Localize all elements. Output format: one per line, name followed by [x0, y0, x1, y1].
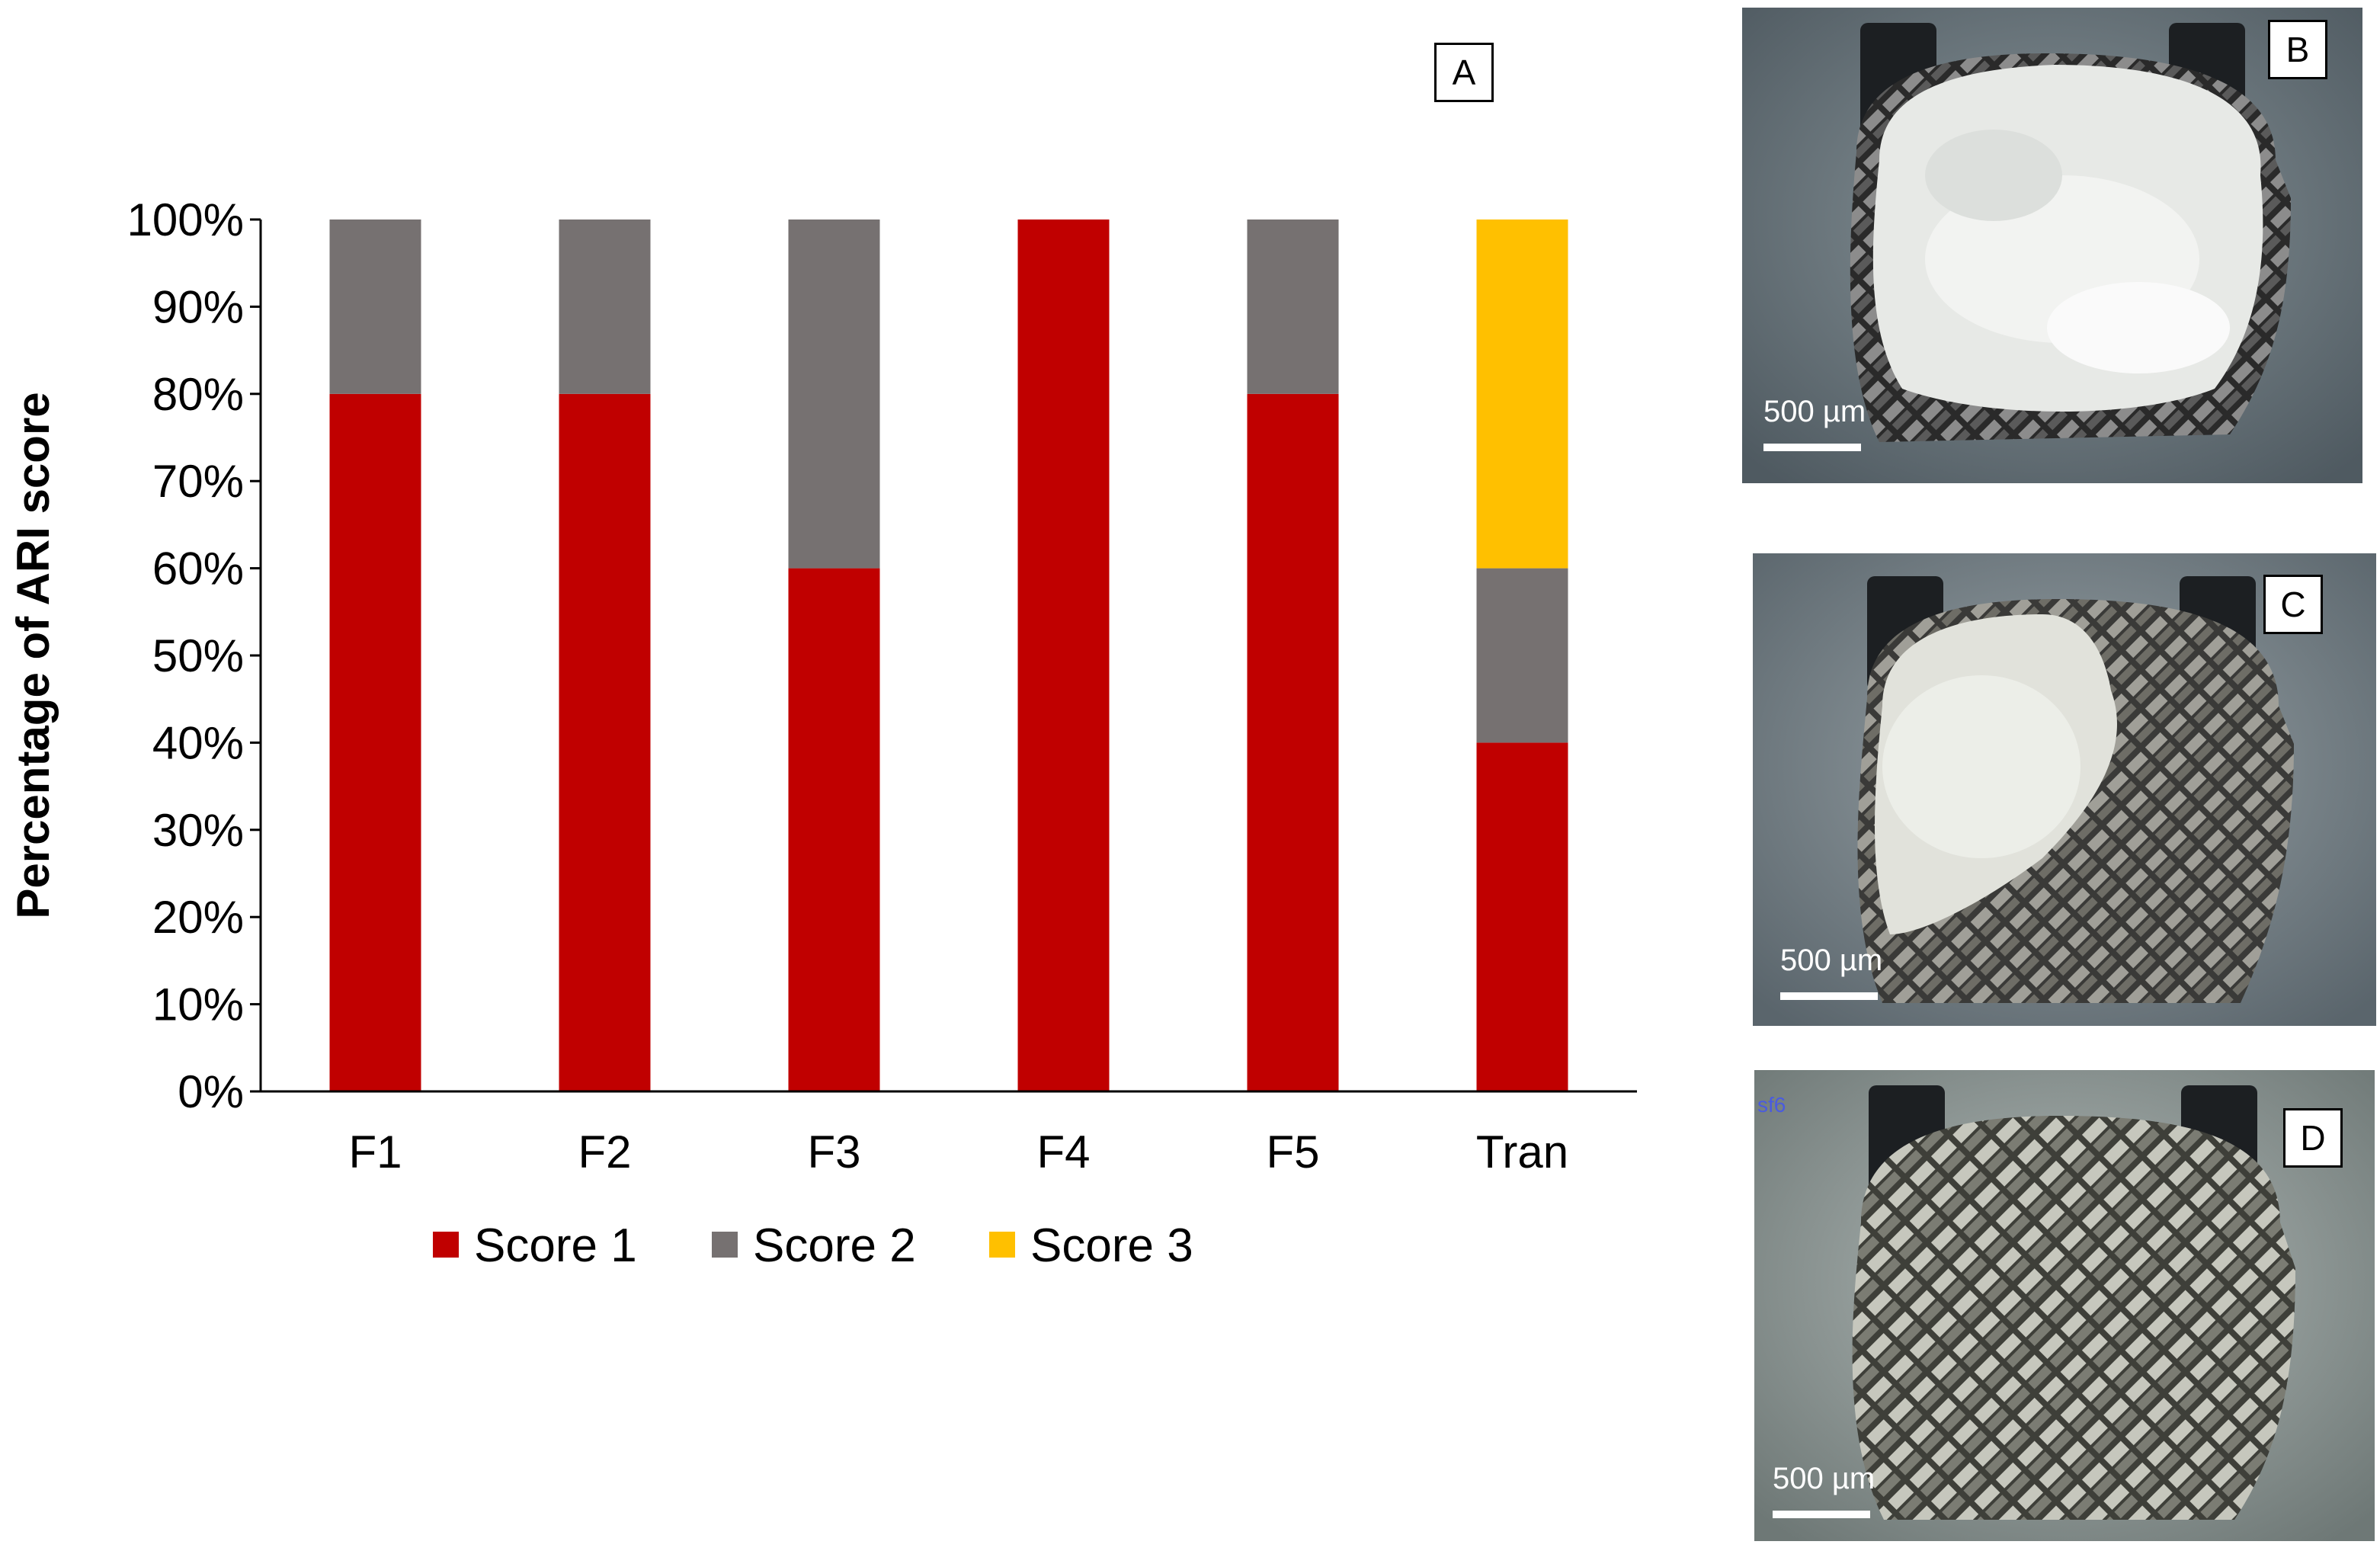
legend-label-score-1: Score 1: [474, 1219, 637, 1272]
bar-f2-score-2: [559, 220, 651, 394]
scale-bar-c: [1780, 992, 1878, 1000]
scale-bar-label-c: 500 µm: [1780, 944, 1883, 977]
image-tag-d: sf6: [1757, 1093, 1786, 1117]
x-tick-label-f3: F3: [807, 1126, 860, 1178]
bar-tran-score-3: [1476, 220, 1568, 569]
panel-label-d: D: [2283, 1108, 2343, 1168]
bar-f2-score-1: [559, 393, 651, 1091]
scale-bar-d: [1773, 1511, 1870, 1518]
bar-f1-score-1: [329, 393, 421, 1091]
legend-swatch-score-3: [989, 1232, 1015, 1258]
legend-swatch-score-2: [712, 1232, 738, 1258]
x-tick-label-f1: F1: [348, 1126, 402, 1178]
bar-f3-score-1: [788, 568, 880, 1091]
bar-f3-score-2: [788, 220, 880, 569]
y-tick-label: 20%: [152, 892, 244, 943]
micrograph-d: sf6 D 500 µm: [1754, 1070, 2375, 1541]
y-tick-label: 100%: [127, 194, 244, 245]
micrograph-b: B 500 µm: [1742, 8, 2362, 483]
scale-bar-label-b: 500 µm: [1763, 395, 1866, 428]
scale-bar-b: [1763, 444, 1861, 451]
bar-tran-score-2: [1476, 568, 1568, 743]
x-tick-label-f4: F4: [1036, 1126, 1090, 1178]
bar-tran-score-1: [1476, 742, 1568, 1091]
panel-label-b: B: [2268, 20, 2327, 79]
legend-label-score-2: Score 2: [753, 1219, 916, 1272]
y-tick-label: 50%: [152, 630, 244, 681]
y-axis-title: Percentage of ARI score: [8, 392, 59, 918]
legend-swatch-score-1: [433, 1232, 459, 1258]
scale-bar-label-d: 500 µm: [1773, 1462, 1875, 1495]
y-tick-label: 30%: [152, 805, 244, 856]
x-tick-label-f2: F2: [578, 1126, 631, 1178]
bar-f5-score-1: [1247, 393, 1339, 1091]
y-tick-label: 70%: [152, 456, 244, 507]
x-tick-label-f5: F5: [1266, 1126, 1319, 1178]
x-tick-label-tran: Tran: [1476, 1126, 1568, 1178]
y-tick-label: 40%: [152, 717, 244, 768]
y-tick-label: 90%: [152, 281, 244, 332]
micrograph-c: C 500 µm: [1753, 553, 2376, 1026]
y-tick-label: 10%: [152, 979, 244, 1030]
panel-label-a: A: [1434, 43, 1494, 102]
bar-f1-score-2: [329, 220, 421, 394]
ari-stacked-bar-chart: Percentage of ARI score 0% 10% 20% 30% 40% 50…: [8, 194, 1637, 1272]
bar-f5-score-2: [1247, 220, 1339, 394]
panel-label-c: C: [2263, 575, 2323, 634]
y-tick-label: 0%: [178, 1066, 244, 1117]
legend-label-score-3: Score 3: [1030, 1219, 1193, 1272]
y-tick-label: 80%: [152, 369, 244, 420]
bar-f4-score-1: [1017, 220, 1110, 1091]
y-tick-label: 60%: [152, 543, 244, 594]
